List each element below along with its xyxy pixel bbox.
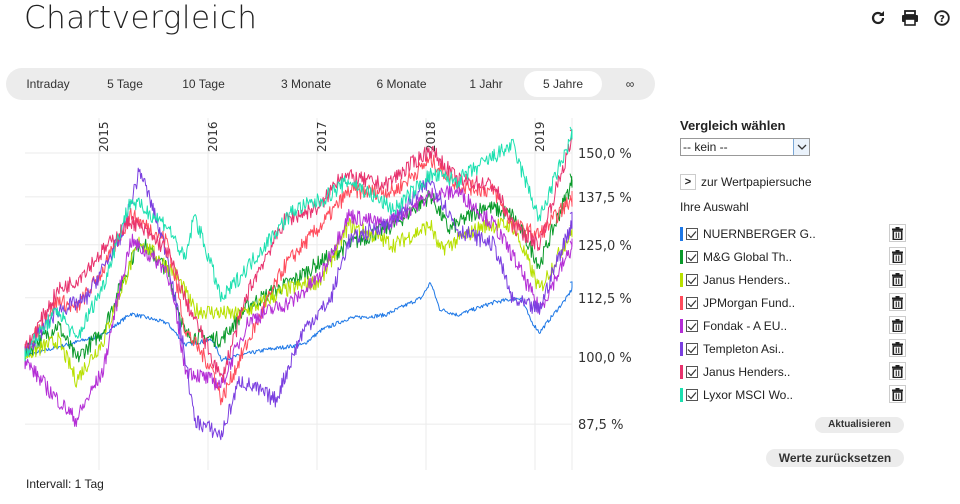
print-icon[interactable] bbox=[900, 8, 920, 28]
trash-icon[interactable] bbox=[889, 224, 906, 242]
selection-item: M&G Global Th.. bbox=[680, 247, 906, 266]
series-checkbox[interactable] bbox=[686, 366, 698, 378]
selection-item: Fondak - A EU.. bbox=[680, 316, 906, 335]
tab-6[interactable]: 5 Jahre bbox=[524, 71, 602, 97]
x-tick-label: 2015 bbox=[97, 121, 111, 152]
x-tick-label: 2019 bbox=[533, 121, 547, 152]
series-line-7 bbox=[24, 126, 573, 362]
selection-heading: Ihre Auswahl bbox=[680, 200, 749, 214]
series-label: Lyxor MSCI Wo.. bbox=[703, 388, 794, 402]
period-tabs: Intraday 5 Tage 10 Tage 3 Monate 6 Monate 1 J… bbox=[6, 68, 655, 100]
x-tick-label: 2016 bbox=[206, 121, 220, 152]
series-label: Janus Henders.. bbox=[703, 273, 791, 287]
trash-icon[interactable] bbox=[889, 339, 906, 357]
y-tick-label: 125,0 % bbox=[578, 239, 632, 254]
comparison-chart: 87,5 % 100,0 % 112,5 % 125,0 % 137,5 % 150,0 … bbox=[24, 118, 632, 470]
compare-select[interactable]: -- kein -- bbox=[680, 138, 810, 156]
series-checkbox[interactable] bbox=[686, 297, 698, 309]
help-icon[interactable]: ? bbox=[932, 8, 952, 28]
chevron-right-icon[interactable]: > bbox=[680, 174, 696, 190]
series-label: Janus Henders.. bbox=[703, 365, 791, 379]
update-button[interactable]: Aktualisieren bbox=[815, 417, 904, 433]
series-checkbox[interactable] bbox=[686, 343, 698, 355]
series-color-swatch bbox=[680, 273, 683, 287]
tab-4[interactable]: 6 Monate bbox=[376, 77, 427, 91]
selection-item: JPMorgan Fund.. bbox=[680, 293, 906, 312]
trash-icon[interactable] bbox=[889, 247, 906, 265]
series-checkbox[interactable] bbox=[686, 274, 698, 286]
series-label: M&G Global Th.. bbox=[703, 250, 793, 264]
tab-7[interactable]: ∞ bbox=[625, 77, 635, 91]
series-color-swatch bbox=[680, 296, 683, 310]
series-label: JPMorgan Fund.. bbox=[703, 296, 796, 310]
tab-0[interactable]: Intraday bbox=[26, 77, 70, 91]
interval-label: Intervall: 1 Tag bbox=[26, 477, 104, 491]
x-tick-label: 2018 bbox=[424, 121, 438, 152]
tab-1[interactable]: 5 Tage bbox=[107, 77, 143, 91]
compare-heading: Vergleich wählen bbox=[680, 118, 786, 133]
reset-button[interactable]: Werte zurücksetzen bbox=[766, 449, 904, 467]
series-color-swatch bbox=[680, 227, 683, 241]
trash-icon[interactable] bbox=[889, 385, 906, 403]
series-color-swatch bbox=[680, 250, 683, 264]
page-title: Chartvergleich bbox=[24, 0, 258, 36]
series-color-swatch bbox=[680, 365, 683, 379]
series-color-swatch bbox=[680, 388, 683, 402]
series-checkbox[interactable] bbox=[686, 320, 698, 332]
series-checkbox[interactable] bbox=[686, 251, 698, 263]
series-line-0 bbox=[24, 281, 573, 362]
series-checkbox[interactable] bbox=[686, 389, 698, 401]
series-checkbox[interactable] bbox=[686, 228, 698, 240]
selection-item: Templeton Asi.. bbox=[680, 339, 906, 358]
trash-icon[interactable] bbox=[889, 293, 906, 311]
chevron-down-icon[interactable] bbox=[793, 139, 809, 155]
y-tick-label: 87,5 % bbox=[578, 418, 623, 433]
trash-icon[interactable] bbox=[889, 270, 906, 288]
tab-3[interactable]: 3 Monate bbox=[280, 77, 332, 91]
series-line-3 bbox=[24, 151, 573, 406]
series-line-6 bbox=[24, 129, 573, 383]
y-tick-label: 137,5 % bbox=[578, 191, 632, 206]
series-label: NUERNBERGER G.. bbox=[703, 227, 816, 241]
series-label: Fondak - A EU.. bbox=[703, 319, 788, 333]
selection-item: Janus Henders.. bbox=[680, 362, 906, 381]
x-tick-label: 2017 bbox=[315, 121, 329, 152]
security-search-label[interactable]: zur Wertpapiersuche bbox=[701, 175, 812, 189]
series-color-swatch bbox=[680, 342, 683, 356]
trash-icon[interactable] bbox=[889, 362, 906, 380]
compare-select-value: -- kein -- bbox=[683, 140, 728, 154]
trash-icon[interactable] bbox=[889, 316, 906, 334]
series-label: Templeton Asi.. bbox=[703, 342, 785, 356]
series-line-1 bbox=[24, 173, 573, 363]
series-line-4 bbox=[24, 184, 573, 427]
tab-5[interactable]: 1 Jahr bbox=[469, 77, 503, 91]
series-color-swatch bbox=[680, 319, 683, 333]
security-search-link[interactable]: > zur Wertpapiersuche bbox=[680, 174, 812, 190]
y-tick-label: 150,0 % bbox=[578, 147, 632, 162]
selection-item: Lyxor MSCI Wo.. bbox=[680, 385, 906, 404]
selection-item: NUERNBERGER G.. bbox=[680, 224, 906, 243]
y-tick-label: 112,5 % bbox=[578, 292, 632, 307]
refresh-icon[interactable] bbox=[868, 8, 888, 28]
y-tick-label: 100,0 % bbox=[578, 351, 632, 366]
tab-2[interactable]: 10 Tage bbox=[182, 77, 225, 91]
selection-item: Janus Henders.. bbox=[680, 270, 906, 289]
toolbar: ? bbox=[868, 8, 952, 28]
svg-text:?: ? bbox=[939, 14, 945, 25]
